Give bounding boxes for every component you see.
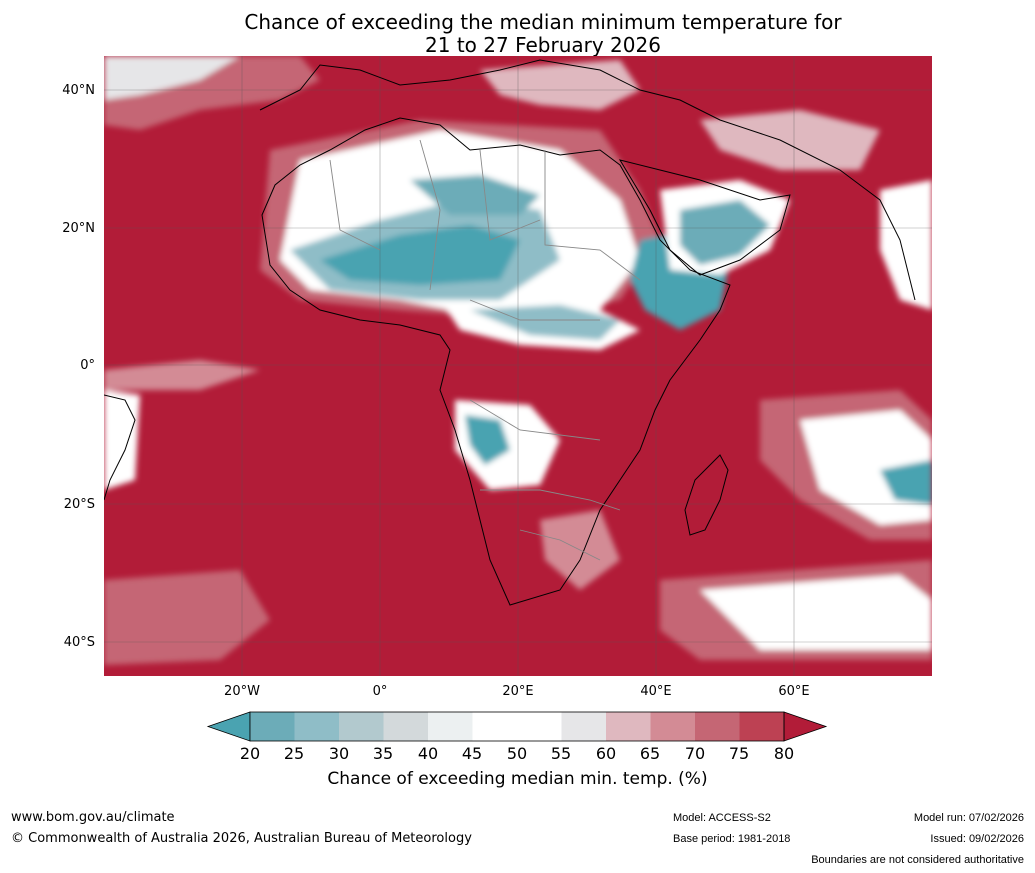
country-borders (329, 139, 641, 561)
field-mediterranean (480, 60, 640, 110)
arabia-coast (618, 159, 791, 276)
colorbar-segment (739, 712, 784, 741)
colorbar-tick: 50 (506, 744, 528, 763)
south-america-coast (104, 394, 136, 501)
footer-website: www.bom.gov.au/climate (11, 810, 175, 825)
colorbar-tick: 75 (728, 744, 750, 763)
madagascar-coast (684, 454, 729, 536)
colorbar-segment (561, 712, 606, 741)
footer-base-period: Base period: 1981-2018 (673, 833, 791, 845)
probability-field (104, 56, 932, 665)
footer-copyright: © Commonwealth of Australia 2026, Austra… (11, 831, 472, 846)
colorbar-tick: 30 (328, 744, 350, 763)
lat-label-40s: 40°S (63, 635, 95, 650)
map-title-line-2: 21 to 27 February 2026 (425, 33, 661, 57)
colorbar-tick: 25 (283, 744, 305, 763)
colorbar-tick: 60 (595, 744, 617, 763)
graticule (104, 56, 932, 676)
lat-label-0: 0° (80, 358, 95, 373)
colorbar-segment (339, 712, 384, 741)
colorbar-tick: 70 (684, 744, 706, 763)
colorbar-tick: 65 (639, 744, 661, 763)
colorbar-tick: 40 (417, 744, 439, 763)
lon-label-20w: 20°W (224, 684, 260, 699)
footer-model: Model: ACCESS-S2 (673, 812, 771, 824)
europe-coast (259, 59, 916, 301)
colorbar-segment (428, 712, 473, 741)
footer-issued: Issued: 09/02/2026 (930, 833, 1024, 845)
field-sahel-blue (320, 225, 520, 285)
map-title-line-1: Chance of exceeding the median minimum t… (244, 10, 842, 34)
colorbar-segment (294, 712, 339, 741)
field-iran (700, 110, 880, 170)
colorbar-tick: 55 (550, 744, 572, 763)
colorbar-frame (249, 711, 785, 742)
field-atlantic-band (104, 360, 260, 390)
footer-model-run: Model run: 07/02/2026 (913, 812, 1024, 824)
colorbar-tick: 45 (461, 744, 483, 763)
colorbar-label: Chance of exceeding median min. temp. (%… (327, 769, 708, 789)
africa-coast (261, 117, 731, 606)
colorbar-segment (606, 712, 651, 741)
colorbar-segment (250, 712, 295, 741)
colorbar-extend-high (783, 711, 828, 742)
colorbar-segment (695, 712, 740, 741)
colorbar-tick: 35 (372, 744, 394, 763)
colorbar-segment (650, 712, 695, 741)
lat-label-20n: 20°N (62, 221, 95, 236)
colorbar-segment (517, 712, 562, 741)
lon-label-20e: 20°E (502, 684, 534, 699)
field-north-europe-light (104, 56, 240, 100)
colorbar-segment (472, 712, 517, 741)
footer-disclaimer: Boundaries are not considered authoritat… (811, 854, 1024, 866)
lon-label-40e: 40°E (640, 684, 672, 699)
coastlines (104, 59, 916, 606)
field-south-indian-blue (880, 460, 932, 505)
field-central-africa-blue (470, 305, 620, 340)
lon-label-0: 0° (372, 684, 388, 699)
colorbar-extend-low (206, 711, 251, 742)
field-arabia-blue (680, 200, 770, 265)
lat-label-40n: 40°N (62, 83, 95, 98)
colorbar-tick: 80 (773, 744, 795, 763)
field-sahara-blue (410, 175, 540, 215)
field-southern-ocean-white (700, 575, 932, 650)
colorbar-segment (383, 712, 428, 741)
field-angola-blue (465, 415, 510, 465)
lon-label-60e: 60°E (778, 684, 810, 699)
field-atlantic-west (104, 390, 140, 490)
field-india (880, 180, 932, 310)
lat-label-20s: 20°S (63, 497, 95, 512)
colorbar-tick: 20 (239, 744, 261, 763)
field-southern-ocean-1 (104, 570, 270, 665)
